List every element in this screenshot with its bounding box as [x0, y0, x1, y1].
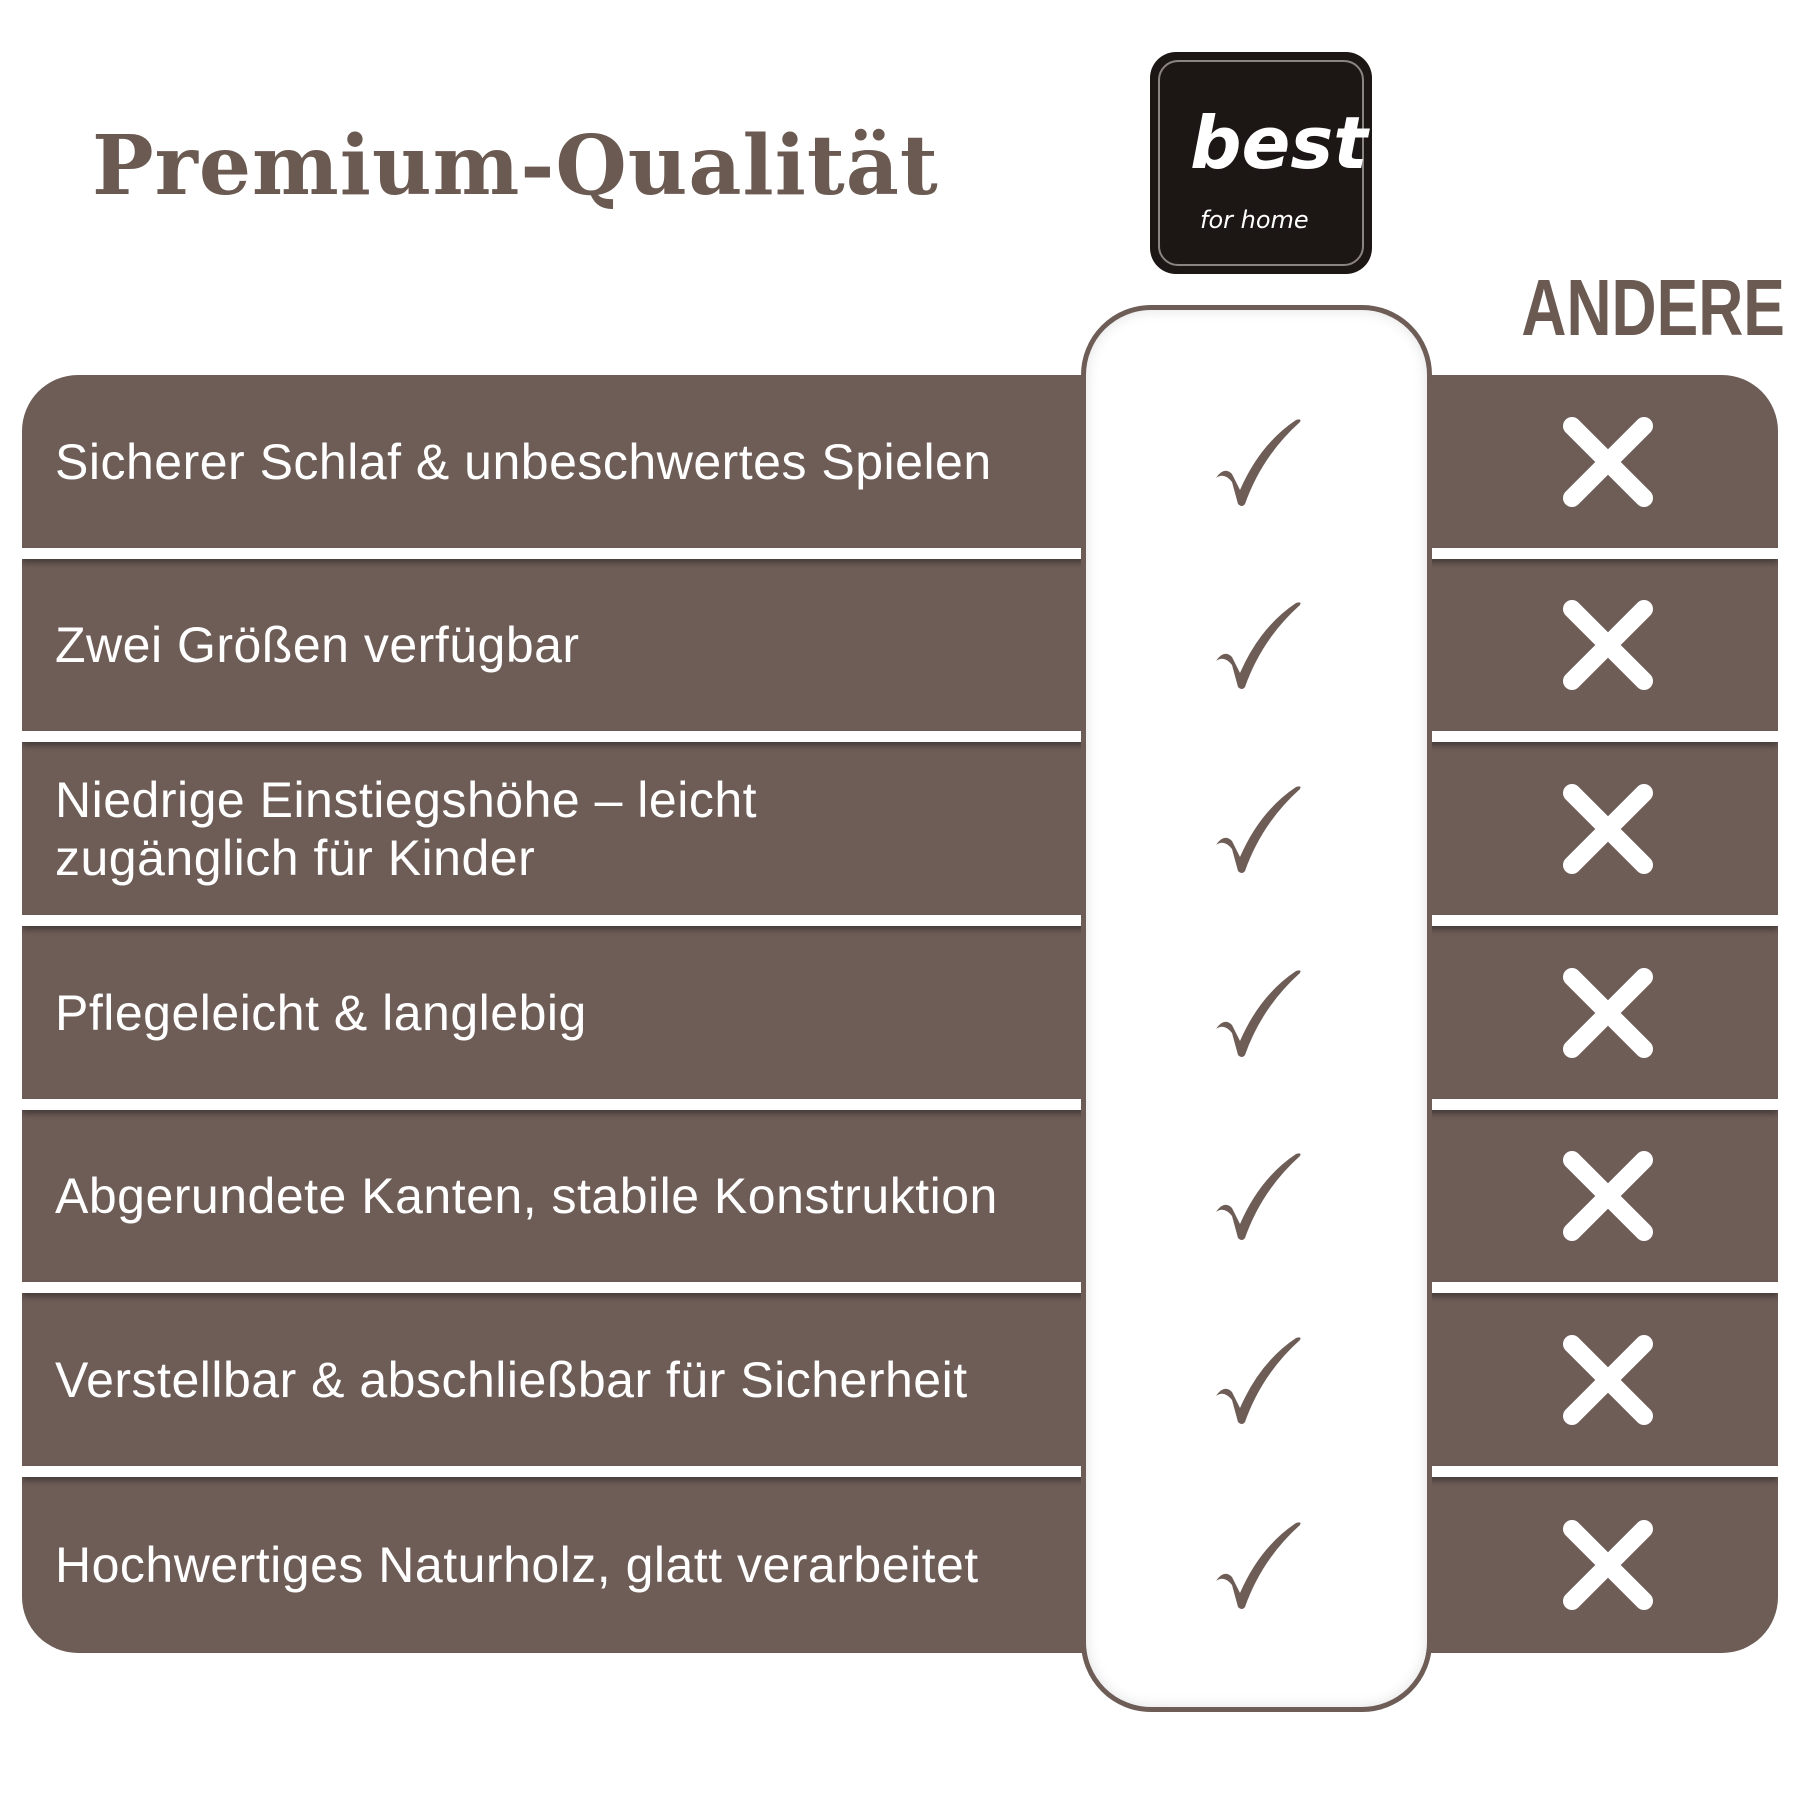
row-divider — [22, 1466, 1778, 1477]
x-icon — [1563, 784, 1653, 874]
page-title: Premium-Qualität — [92, 118, 939, 214]
feature-label: Pflegeleicht & langlebig — [55, 984, 587, 1041]
feature-label: Hochwertiges Naturholz, glatt verarbeite… — [55, 1537, 979, 1593]
check-icon — [1216, 1522, 1301, 1609]
table-row: Zwei Größen verfügbar — [22, 559, 1778, 731]
logo-text: best — [1190, 101, 1370, 185]
row-divider — [22, 548, 1778, 559]
competitor-column-header: ANDERE — [1521, 263, 1785, 352]
feature-label: Verstellbar & abschließbar für Sicherhei… — [55, 1352, 968, 1408]
table-row: Niedrige Einstiegshöhe – leicht zugängli… — [22, 743, 1778, 915]
check-icon — [1216, 602, 1301, 689]
x-icon — [1563, 600, 1653, 690]
logo-border — [1158, 60, 1364, 266]
x-icon — [1563, 1335, 1653, 1425]
logo-subtext: for home — [1200, 206, 1309, 234]
comparison-table: Sicherer Schlaf & unbeschwertes Spielen … — [22, 375, 1778, 1653]
table-row: Hochwertiges Naturholz, glatt verarbeite… — [22, 1477, 1778, 1653]
x-icon — [1563, 416, 1653, 507]
best-column — [1081, 305, 1432, 1712]
x-icon — [1563, 967, 1653, 1058]
feature-label: Zwei Größen verfügbar — [55, 617, 580, 673]
table-row: Pflegeleicht & langlebig — [22, 926, 1778, 1099]
feature-label: Sicherer Schlaf & unbeschwertes Spielen — [55, 433, 992, 490]
logo-mark: best for home — [1190, 101, 1370, 234]
table-row: Abgerundete Kanten, stabile Konstruktion — [22, 1110, 1778, 1282]
feature-label: Niedrige Einstiegshöhe – leicht zugängli… — [55, 772, 758, 886]
check-icon — [1216, 969, 1301, 1057]
x-icon — [1563, 1151, 1653, 1241]
table-row: Sicherer Schlaf & unbeschwertes Spielen — [22, 375, 1778, 548]
row-divider — [22, 731, 1778, 742]
brand-logo: best for home — [1150, 52, 1372, 274]
check-icon — [1216, 418, 1301, 506]
row-divider — [22, 915, 1778, 926]
check-icon — [1216, 786, 1301, 873]
row-divider — [22, 1099, 1778, 1110]
check-icon — [1216, 1153, 1301, 1240]
table-row: Verstellbar & abschließbar für Sicherhei… — [22, 1294, 1778, 1466]
check-icon — [1216, 1337, 1301, 1424]
x-icon — [1563, 1520, 1653, 1610]
feature-label: Abgerundete Kanten, stabile Konstruktion — [55, 1168, 998, 1224]
row-divider — [22, 1282, 1778, 1293]
